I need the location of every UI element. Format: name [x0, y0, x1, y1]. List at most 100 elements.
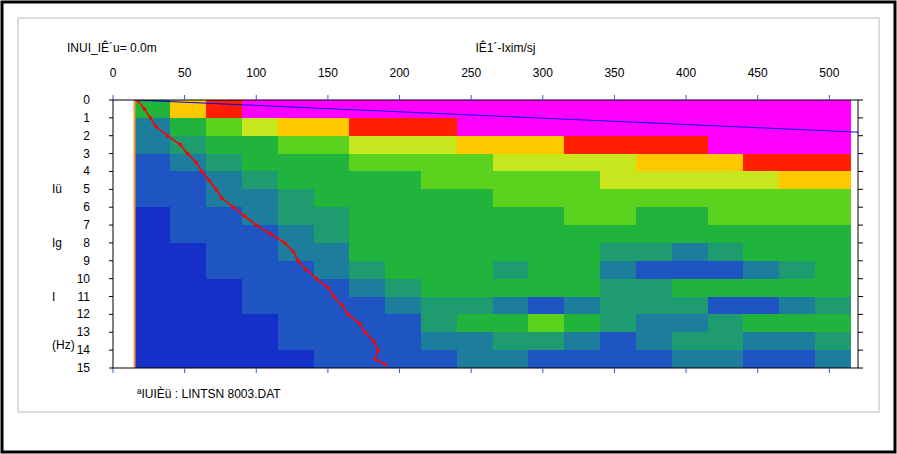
heat-cell: [600, 225, 636, 243]
y-tick-label: 10: [77, 272, 91, 286]
heat-cell: [134, 261, 170, 279]
y-tick-label: 12: [77, 307, 91, 321]
heat-cell: [708, 332, 744, 350]
heat-cell: [564, 261, 600, 279]
heat-cell: [493, 171, 529, 189]
heat-cell: [636, 136, 672, 154]
x-tick: [542, 368, 543, 373]
heat-cell: [815, 243, 851, 261]
heat-cell: [600, 207, 636, 225]
heat-cell: [457, 136, 493, 154]
heat-cell: [242, 279, 278, 297]
heat-cell: [242, 154, 278, 172]
heat-cell: [743, 314, 779, 332]
x-tick-top: [327, 95, 328, 100]
heat-cell: [564, 225, 600, 243]
series-point: [292, 250, 296, 254]
heat-cell: [672, 261, 708, 279]
heat-cell: [636, 225, 672, 243]
heat-cell: [206, 189, 242, 207]
heat-cell: [278, 314, 314, 332]
heat-cell: [779, 154, 815, 172]
x-tick-label: 50: [178, 66, 192, 80]
heat-cell: [242, 350, 278, 368]
x-tick-top: [184, 95, 185, 100]
heat-cell: [743, 225, 779, 243]
heat-cell: [743, 171, 779, 189]
y-tick-left: [109, 207, 113, 208]
y-tick-label: 4: [83, 164, 90, 178]
heat-cell: [636, 154, 672, 172]
heat-cell: [815, 171, 851, 189]
y-tick-label: 6: [83, 200, 90, 214]
x-tick: [471, 368, 472, 373]
heat-cell: [743, 350, 779, 368]
heat-cell: [564, 279, 600, 297]
background: [0, 0, 897, 454]
heat-cell: [815, 314, 851, 332]
heat-cell: [170, 279, 206, 297]
heat-cell: [708, 154, 744, 172]
heat-cell: [672, 297, 708, 315]
heat-cell: [349, 225, 385, 243]
x-tick-top: [399, 95, 400, 100]
x-tick: [327, 368, 328, 373]
plot-area: [134, 100, 858, 368]
series-point: [179, 143, 183, 147]
heat-cell: [421, 189, 457, 207]
heat-cell: [528, 279, 564, 297]
heat-cell: [278, 154, 314, 172]
heat-cell: [600, 350, 636, 368]
heat-cell: [242, 314, 278, 332]
x-tick-top: [757, 95, 758, 100]
x-tick-label: 300: [533, 66, 553, 80]
heat-cell: [636, 332, 672, 350]
heat-cell: [600, 154, 636, 172]
heat-cell: [636, 314, 672, 332]
heat-cell: [421, 261, 457, 279]
series-point: [346, 313, 350, 317]
y-tick: [858, 350, 863, 351]
heat-cell: [170, 118, 206, 136]
heat-cell: [134, 279, 170, 297]
heat-cell: [242, 189, 278, 207]
series-point: [254, 223, 258, 227]
heat-cell: [457, 225, 493, 243]
y-tick-left: [109, 135, 113, 136]
heat-cell: [278, 261, 314, 279]
y-tick: [858, 278, 863, 279]
heat-cell: [493, 189, 529, 207]
heat-cell: [349, 154, 385, 172]
heat-cell: [600, 332, 636, 350]
heat-cell: [815, 118, 851, 136]
heat-cell: [242, 332, 278, 350]
heat-cell: [600, 279, 636, 297]
heat-cell: [457, 207, 493, 225]
heat-cell: [278, 225, 314, 243]
y-tick: [858, 332, 863, 333]
heat-cell: [600, 297, 636, 315]
heat-cell: [636, 118, 672, 136]
heat-cell: [528, 314, 564, 332]
y-tick-label: 7: [83, 218, 90, 232]
heat-cell: [815, 100, 851, 118]
heat-cell: [349, 243, 385, 261]
heat-cell: [421, 100, 457, 118]
heat-cell: [349, 297, 385, 315]
heat-cell: [743, 332, 779, 350]
heat-cell: [134, 136, 170, 154]
heat-cell: [349, 279, 385, 297]
heat-cell: [779, 207, 815, 225]
heat-cell: [170, 243, 206, 261]
x-tick-label: 350: [604, 66, 624, 80]
heat-cell: [206, 279, 242, 297]
y-tick: [858, 135, 863, 136]
heat-cell: [779, 189, 815, 207]
y-tick-label: 1: [83, 111, 90, 125]
heat-cell: [134, 189, 170, 207]
heat-cell: [349, 350, 385, 368]
series-point: [326, 286, 330, 290]
heat-cell: [242, 118, 278, 136]
heat-cell: [278, 279, 314, 297]
series-point: [283, 241, 287, 245]
